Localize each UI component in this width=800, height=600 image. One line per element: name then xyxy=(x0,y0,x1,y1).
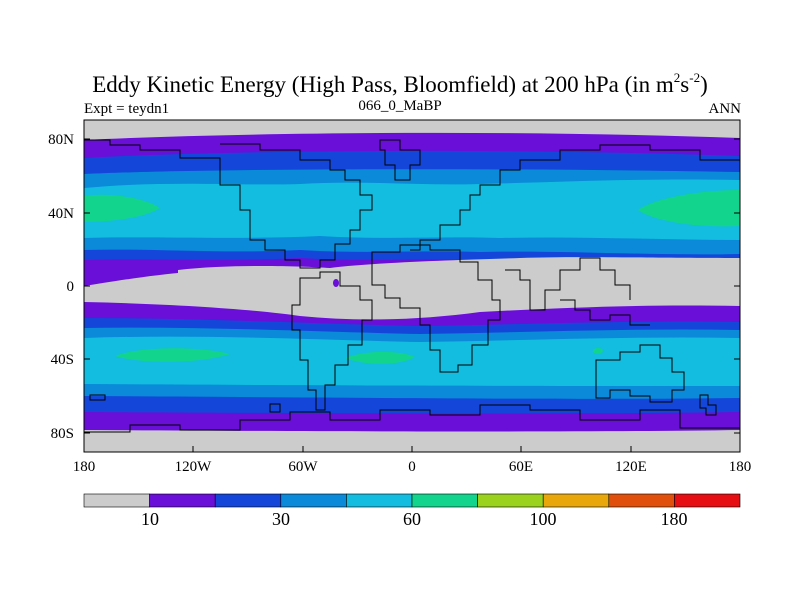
title-mid: s xyxy=(680,72,690,97)
colorbar-label: 10 xyxy=(141,509,159,529)
field-sh-green-spot xyxy=(593,348,603,354)
y-tick-5: 80S xyxy=(51,426,740,442)
x-tick-label: 120W xyxy=(175,459,213,475)
title-main: Eddy Kinetic Energy (High Pass, Bloomfie… xyxy=(92,72,674,97)
colorbar-box xyxy=(608,493,675,508)
colorbar-box xyxy=(214,493,282,508)
y-tick-label: 0 xyxy=(67,279,75,295)
contour-field xyxy=(84,120,740,452)
coast-india-seasia xyxy=(505,257,631,311)
colorbar-label: 180 xyxy=(661,509,688,529)
y-tick-label: 40N xyxy=(48,206,74,222)
colorbar-box xyxy=(346,493,413,508)
x-tick-label: 0 xyxy=(408,459,416,475)
field-tropics-gray xyxy=(178,257,740,319)
experiment-label: Expt = teydn1 xyxy=(84,101,170,117)
colorbar-box xyxy=(149,493,216,508)
coast-maritime-continent xyxy=(560,299,650,326)
field-sh-cyan xyxy=(84,336,740,386)
coastlines xyxy=(84,139,740,433)
colorbar-label: 100 xyxy=(530,509,557,529)
colorbar xyxy=(83,493,741,508)
field-nh-green-east xyxy=(638,190,740,227)
x-tick-label: 180 xyxy=(73,459,96,475)
colorbar-label: 60 xyxy=(403,509,421,529)
colorbar-box xyxy=(83,493,150,508)
y-tick-label: 80S xyxy=(51,426,74,442)
plot-title: Eddy Kinetic Energy (High Pass, Bloomfie… xyxy=(0,70,800,98)
coast-europe-asia xyxy=(410,144,740,251)
field-sh-green-center xyxy=(345,351,415,364)
coast-south-america xyxy=(291,271,373,411)
season-label: ANN xyxy=(708,101,742,117)
field-nh-green-west xyxy=(84,194,160,222)
coast-new-zealand xyxy=(699,394,717,416)
colorbar-box xyxy=(542,493,610,508)
title-sup2: -2 xyxy=(689,70,701,85)
field-andes-spot xyxy=(333,279,339,287)
coast-islands xyxy=(89,394,281,413)
x-tick-label: 60W xyxy=(288,459,318,475)
x-axis: 180 120W 60W 0 60E 120E 180 xyxy=(73,446,752,475)
x-tick-label: 180 xyxy=(729,459,752,475)
y-tick-1: 80N xyxy=(48,132,740,148)
colorbar-box xyxy=(674,493,741,508)
run-label: 066_0_MaBP xyxy=(358,98,442,114)
y-tick-3: 0 xyxy=(67,279,740,295)
colorbar-label: 30 xyxy=(272,509,290,529)
x-tick-label: 60E xyxy=(509,459,533,475)
y-tick-2: 40N xyxy=(48,206,740,222)
title-end: ) xyxy=(700,72,708,97)
field-sh-green-west xyxy=(115,348,230,362)
coast-australia xyxy=(595,344,685,403)
y-tick-label: 40S xyxy=(51,352,74,368)
colorbar-box xyxy=(477,493,544,508)
field-nh-cyan xyxy=(84,179,740,240)
coast-greenland xyxy=(379,139,421,181)
y-axis: 80N 40N 0 40S 80S xyxy=(48,132,740,442)
coast-antarctica xyxy=(84,404,740,433)
coast-north-america xyxy=(84,139,373,269)
title-sup1: 2 xyxy=(673,70,681,85)
colorbar-box xyxy=(411,493,478,508)
y-tick-label: 80N xyxy=(48,132,74,148)
colorbar-labels: 10 30 60 100 180 xyxy=(141,509,688,529)
y-tick-4: 40S xyxy=(51,352,740,368)
coast-africa xyxy=(371,244,501,373)
x-tick-label: 120E xyxy=(615,459,647,475)
colorbar-box xyxy=(280,493,347,508)
